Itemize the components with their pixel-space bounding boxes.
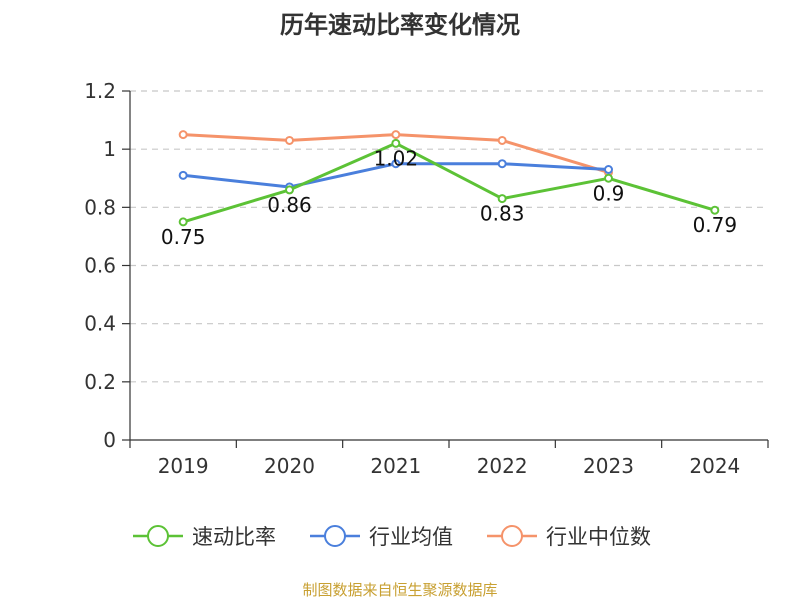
data-point[interactable] <box>285 135 294 145</box>
y-tick-label: 0.4 <box>84 312 116 336</box>
source-note: 制图数据来自恒生聚源数据库 <box>302 581 497 599</box>
data-point[interactable] <box>391 159 401 169</box>
data-label: 0.9 <box>593 181 625 205</box>
x-tick-label: 2019 <box>158 454 209 478</box>
series-layer <box>178 130 720 227</box>
grid-layer <box>130 90 768 383</box>
legend-label: 行业均值 <box>369 525 453 549</box>
y-tick-label: 0.2 <box>84 370 116 394</box>
y-tick-label: 1.2 <box>84 79 116 103</box>
data-label-layer: 0.75 0.86 1.02 0.83 0.9 0.79 <box>161 146 737 249</box>
y-tick-label: 1 <box>103 137 116 161</box>
y-tick-label: 0.8 <box>84 195 116 219</box>
legend-item-2[interactable]: 行业中位数 <box>487 525 651 549</box>
legend-item-0[interactable]: 速动比率 <box>133 525 276 549</box>
data-label: 0.79 <box>693 213 738 237</box>
data-label: 0.86 <box>267 193 312 217</box>
x-tick-label: 2023 <box>583 454 634 478</box>
x-tick-label: 2020 <box>264 454 315 478</box>
data-point[interactable] <box>604 173 613 183</box>
data-label: 0.75 <box>161 225 206 249</box>
series-line-0 <box>182 141 716 224</box>
legend-marker <box>324 525 346 547</box>
data-point[interactable] <box>497 159 507 169</box>
data-point[interactable] <box>285 185 294 195</box>
data-point[interactable] <box>604 165 613 175</box>
y-tick-label: 0 <box>103 428 116 452</box>
data-point[interactable] <box>178 217 188 227</box>
legend-item-1[interactable]: 行业均值 <box>310 525 453 549</box>
x-tick-label: 2024 <box>689 454 740 478</box>
data-point[interactable] <box>710 205 720 215</box>
data-point[interactable] <box>497 194 507 204</box>
data-point[interactable] <box>178 130 188 140</box>
legend-label: 行业中位数 <box>546 525 651 549</box>
x-tick-label: 2021 <box>370 454 421 478</box>
data-point[interactable] <box>497 135 507 145</box>
data-label: 1.02 <box>374 146 419 170</box>
legend[interactable]: 速动比率 行业均值 行业中位数 <box>133 525 651 549</box>
x-tick-label: 2022 <box>477 454 528 478</box>
data-point[interactable] <box>391 138 401 148</box>
legend-marker <box>501 525 523 547</box>
legend-label: 速动比率 <box>192 525 276 549</box>
legend-marker <box>147 525 169 547</box>
data-point[interactable] <box>178 170 188 180</box>
data-point[interactable] <box>391 130 401 140</box>
y-tick-label: 0.6 <box>84 254 116 278</box>
axis-layer: 0 0.2 0.4 0.6 0.8 1 1.2 2019 2020 2021 2022 2023 202… <box>84 79 769 478</box>
chart-title: 历年速动比率变化情况 <box>280 11 520 39</box>
data-label: 0.83 <box>480 202 525 226</box>
